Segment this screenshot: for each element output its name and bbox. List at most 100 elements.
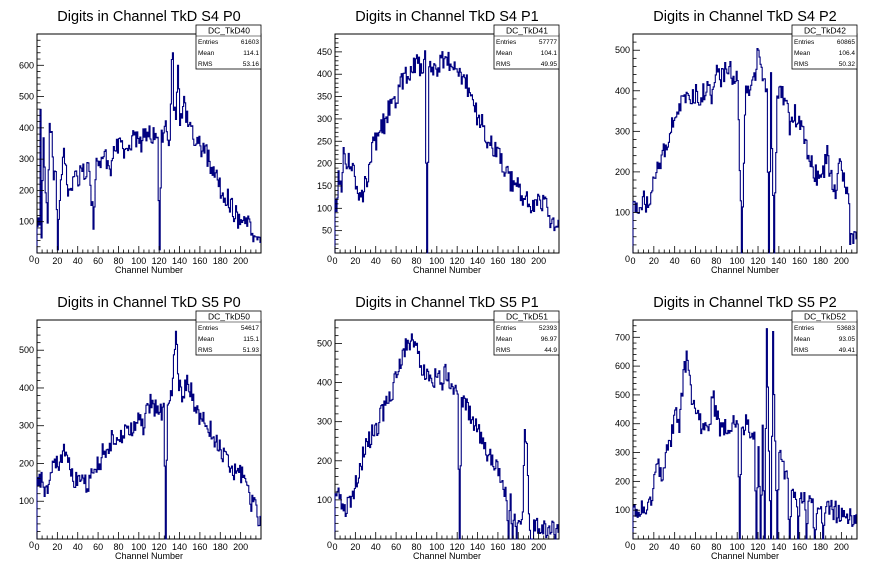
y-tick-label: 300 bbox=[19, 154, 34, 164]
y-tick-label: 300 bbox=[317, 114, 332, 124]
x-tick-label: 80 bbox=[411, 256, 421, 266]
stats-label: Mean bbox=[794, 50, 811, 57]
panel-s5-p1: Digits in Channel TkD S5 P1 0 20 40 60 80 100 1… bbox=[298, 286, 596, 572]
y-tick-label: 600 bbox=[19, 60, 34, 70]
x-tick-label: 120 bbox=[450, 256, 465, 266]
x-tick-label: 20 bbox=[350, 256, 360, 266]
x-tick-label: 160 bbox=[192, 542, 207, 552]
y-tick-label: 300 bbox=[19, 421, 34, 431]
y-tick-label: 500 bbox=[19, 92, 34, 102]
histogram-line bbox=[36, 330, 261, 540]
panel-s5-p2: Digits in Channel TkD S5 P2 0 20 40 60 80 100 1… bbox=[596, 286, 894, 572]
stats-name: DC_TkD42 bbox=[804, 26, 846, 36]
y-tick-label: 450 bbox=[317, 47, 332, 57]
stats-label: Entries bbox=[794, 39, 815, 46]
x-tick-label: 160 bbox=[192, 256, 207, 266]
panel-s5-p0: Digits in Channel TkD S5 P0 0 20 40 60 80 100 1… bbox=[0, 286, 298, 572]
x-tick-label: 200 bbox=[531, 542, 546, 552]
x-tick-label: 60 bbox=[93, 256, 103, 266]
y-tick-label: 100 bbox=[19, 217, 34, 227]
y-tick-label: 500 bbox=[615, 390, 630, 400]
stats-name: DC_TkD41 bbox=[506, 26, 548, 36]
y-tick-label: 500 bbox=[317, 338, 332, 348]
origin-label: 0 bbox=[327, 254, 332, 264]
y-tick-label: 300 bbox=[615, 448, 630, 458]
x-tick-label: 0 bbox=[332, 542, 337, 552]
x-axis-label: Channel Number bbox=[413, 551, 481, 561]
plot-frame bbox=[632, 33, 858, 254]
x-axis-label: Channel Number bbox=[115, 265, 183, 275]
x-tick-label: 120 bbox=[751, 542, 766, 552]
stats-value: 49.95 bbox=[541, 61, 558, 68]
x-tick-label: 40 bbox=[670, 256, 680, 266]
stats-value: 52393 bbox=[539, 325, 557, 332]
panel-s4-p1: Digits in Channel TkD S4 P1 0 20 40 60 80 100 1… bbox=[298, 0, 596, 286]
x-tick-label: 0 bbox=[630, 542, 635, 552]
x-tick-label: 100 bbox=[131, 256, 146, 266]
stats-label: Mean bbox=[496, 50, 513, 57]
histogram-line bbox=[632, 328, 857, 540]
histogram-line bbox=[632, 48, 857, 254]
x-tick-label: 80 bbox=[711, 256, 721, 266]
chart-title: Digits in Channel TkD S5 P2 bbox=[653, 295, 837, 311]
x-tick-label: 0 bbox=[332, 256, 337, 266]
y-tick-label: 200 bbox=[317, 456, 332, 466]
x-tick-label: 20 bbox=[649, 542, 659, 552]
x-tick-label: 0 bbox=[630, 256, 635, 266]
stats-name: DC_TkD52 bbox=[804, 312, 846, 322]
histogram-line bbox=[36, 52, 261, 253]
panel-s4-p0: Digits in Channel TkD S4 P0 0 20 40 60 80 100 1… bbox=[0, 0, 298, 286]
x-tick-label: 120 bbox=[152, 256, 167, 266]
stats-label: Entries bbox=[198, 325, 219, 332]
x-tick-label: 200 bbox=[834, 542, 849, 552]
stats-value: 104.1 bbox=[541, 50, 558, 57]
stats-value: 54617 bbox=[241, 325, 259, 332]
y-tick-label: 200 bbox=[615, 476, 630, 486]
stats-label: Entries bbox=[198, 39, 219, 46]
y-tick-label: 100 bbox=[615, 207, 630, 217]
stats-box bbox=[493, 310, 560, 356]
stats-value: 115.1 bbox=[243, 336, 259, 343]
histogram-line bbox=[334, 333, 559, 540]
x-tick-label: 120 bbox=[152, 542, 167, 552]
x-tick-label: 140 bbox=[470, 542, 485, 552]
stats-label: RMS bbox=[794, 61, 809, 68]
y-tick-label: 700 bbox=[615, 332, 630, 342]
x-tick-label: 80 bbox=[113, 542, 123, 552]
hist-s4-p1: Digits in Channel TkD S4 P1 0 20 40 60 80 100 1… bbox=[317, 9, 560, 275]
x-tick-label: 20 bbox=[52, 542, 62, 552]
y-tick-label: 150 bbox=[317, 181, 332, 191]
stats-value: 96.97 bbox=[541, 336, 558, 343]
stats-label: Mean bbox=[794, 336, 811, 343]
x-tick-label: 40 bbox=[371, 542, 381, 552]
y-tick-label: 500 bbox=[19, 345, 34, 355]
stats-label: Mean bbox=[198, 336, 215, 343]
y-tick-label: 350 bbox=[317, 92, 332, 102]
stats-label: RMS bbox=[198, 347, 213, 354]
x-tick-label: 160 bbox=[792, 542, 807, 552]
x-tick-label: 0 bbox=[34, 256, 39, 266]
stats-label: Entries bbox=[496, 325, 517, 332]
x-tick-label: 180 bbox=[511, 256, 526, 266]
x-tick-label: 20 bbox=[52, 256, 62, 266]
origin-label: 0 bbox=[29, 540, 34, 550]
stats-box bbox=[493, 24, 560, 70]
chart-title: Digits in Channel TkD S4 P1 bbox=[355, 9, 539, 25]
stats-box bbox=[791, 310, 858, 356]
chart-title: Digits in Channel TkD S5 P1 bbox=[355, 295, 539, 311]
x-tick-label: 180 bbox=[813, 542, 828, 552]
x-tick-label: 140 bbox=[470, 256, 485, 266]
origin-label: 0 bbox=[29, 254, 34, 264]
y-tick-label: 400 bbox=[317, 378, 332, 388]
x-tick-label: 60 bbox=[391, 256, 401, 266]
stats-box bbox=[791, 24, 858, 70]
x-tick-label: 140 bbox=[771, 542, 786, 552]
origin-label: 0 bbox=[625, 540, 630, 550]
y-tick-label: 300 bbox=[615, 126, 630, 136]
chart-title: Digits in Channel TkD S4 P0 bbox=[57, 9, 241, 25]
stats-value: 51.93 bbox=[243, 347, 260, 354]
x-axis-label: Channel Number bbox=[115, 551, 183, 561]
stats-value: 53.16 bbox=[243, 61, 260, 68]
y-tick-label: 400 bbox=[19, 383, 34, 393]
stats-value: 93.05 bbox=[839, 336, 856, 343]
